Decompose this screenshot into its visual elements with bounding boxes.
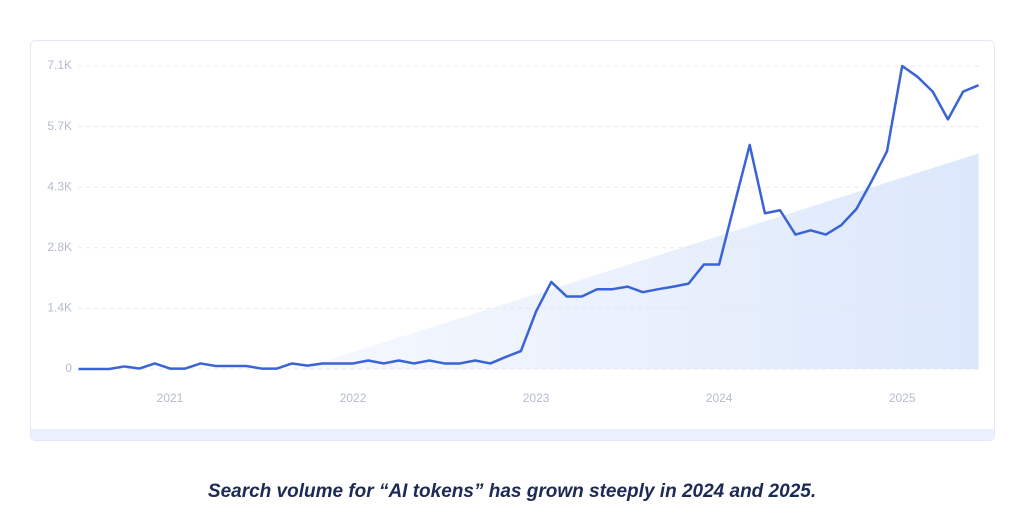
y-tick-label: 2.8K: [47, 240, 72, 254]
x-tick-label: 2022: [340, 391, 367, 405]
x-tick-label: 2023: [523, 391, 550, 405]
y-tick-label: 4.3K: [47, 179, 72, 193]
x-tick-label: 2024: [706, 391, 733, 405]
y-tick-label: 5.7K: [47, 119, 72, 133]
x-tick-label: 2025: [889, 391, 916, 405]
y-tick-label: 7.1K: [47, 58, 72, 72]
caption: Search volume for “AI tokens” has grown …: [208, 481, 816, 502]
series-line: [78, 64, 979, 371]
card-footer: [31, 429, 994, 440]
y-tick-label: 0: [65, 361, 72, 375]
x-tick-label: 2021: [157, 391, 184, 405]
y-tick-label: 1.4K: [47, 301, 72, 315]
trend-area: [299, 153, 979, 369]
